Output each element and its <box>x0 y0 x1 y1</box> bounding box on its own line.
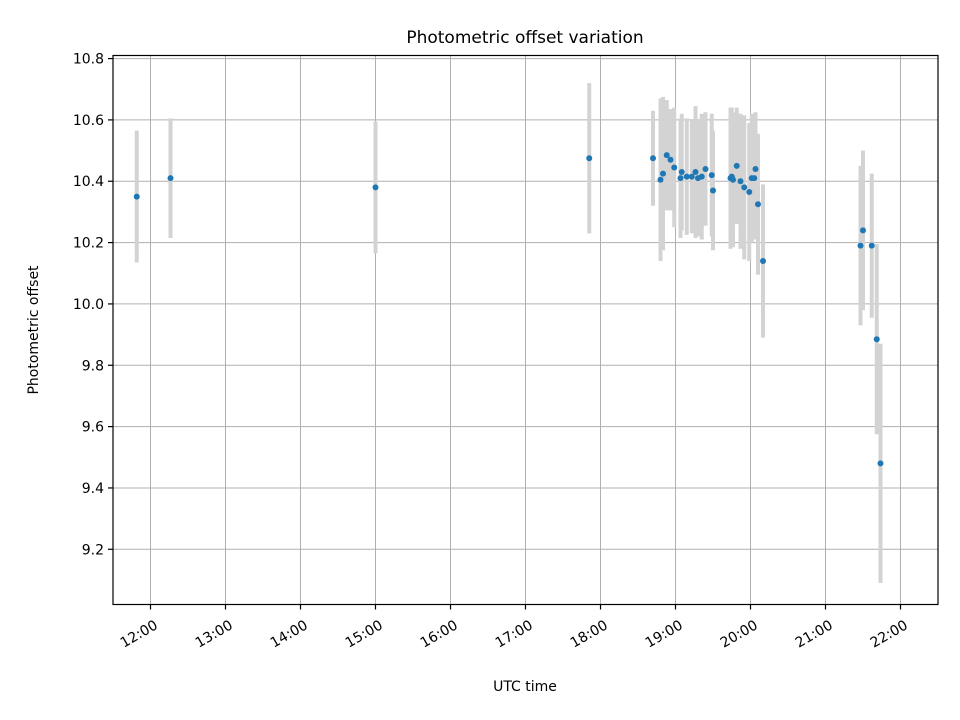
y-axis-label: Photometric offset <box>26 265 42 395</box>
x-tick-label: 21:00 <box>793 617 836 651</box>
x-tick-label: 16:00 <box>418 617 461 651</box>
y-tick-label: 10.0 <box>73 297 104 313</box>
y-tick-label: 9.6 <box>82 420 104 436</box>
x-tick-label: 20:00 <box>718 617 761 651</box>
x-axis-ticks: 12:00 13:00 14:00 15:00 16:00 17:00 18:00 19:00… <box>118 604 911 651</box>
x-tick-label: 17:00 <box>493 617 536 651</box>
data-point <box>733 162 740 169</box>
data-point <box>737 178 744 185</box>
y-tick-label: 10.8 <box>73 52 104 68</box>
data-point <box>702 165 709 172</box>
data-point <box>671 164 678 171</box>
data-point <box>860 227 866 234</box>
data-point <box>760 257 766 264</box>
data-point <box>586 155 593 162</box>
x-tick-label: 22:00 <box>868 617 911 651</box>
y-tick-label: 10.6 <box>73 113 104 129</box>
error-bars <box>134 83 883 584</box>
data-point <box>663 152 670 159</box>
data-points <box>133 152 884 467</box>
data-point <box>698 173 705 180</box>
data-point <box>873 336 880 343</box>
data-point <box>755 201 761 208</box>
data-point <box>660 170 666 177</box>
data-point <box>710 187 716 194</box>
y-tick-label: 9.8 <box>82 358 104 374</box>
data-point <box>868 242 875 249</box>
data-point <box>877 460 884 467</box>
x-tick-label: 19:00 <box>643 617 686 651</box>
grid <box>113 55 938 605</box>
data-point <box>667 156 674 163</box>
data-point <box>857 242 864 249</box>
data-point <box>657 176 664 183</box>
y-tick-label: 10.2 <box>73 236 104 252</box>
y-tick-label: 9.2 <box>82 542 104 558</box>
data-point <box>751 175 758 182</box>
data-point <box>650 155 656 162</box>
data-point <box>677 175 684 182</box>
x-tick-label: 18:00 <box>568 617 611 651</box>
data-point <box>133 193 140 200</box>
x-tick-label: 13:00 <box>193 617 236 651</box>
y-tick-label: 10.4 <box>73 174 104 190</box>
chart-title: Photometric offset variation <box>406 28 643 48</box>
data-point <box>741 184 748 191</box>
data-point <box>683 173 690 180</box>
y-tick-label: 9.4 <box>82 481 104 497</box>
data-point <box>167 175 174 182</box>
data-point <box>752 165 759 172</box>
data-point <box>746 188 753 195</box>
data-point <box>692 169 699 176</box>
data-point <box>730 176 736 183</box>
data-point <box>372 184 379 191</box>
y-axis-ticks: 9.2 9.4 9.6 9.8 10.0 10.2 10.4 10.6 10.8 <box>73 52 113 558</box>
x-tick-label: 14:00 <box>268 617 311 651</box>
x-axis-label: UTC time <box>493 679 557 695</box>
data-point <box>688 173 695 180</box>
data-point <box>678 169 685 176</box>
x-tick-label: 15:00 <box>343 617 386 651</box>
data-point <box>708 172 715 179</box>
x-tick-label: 12:00 <box>118 617 161 651</box>
